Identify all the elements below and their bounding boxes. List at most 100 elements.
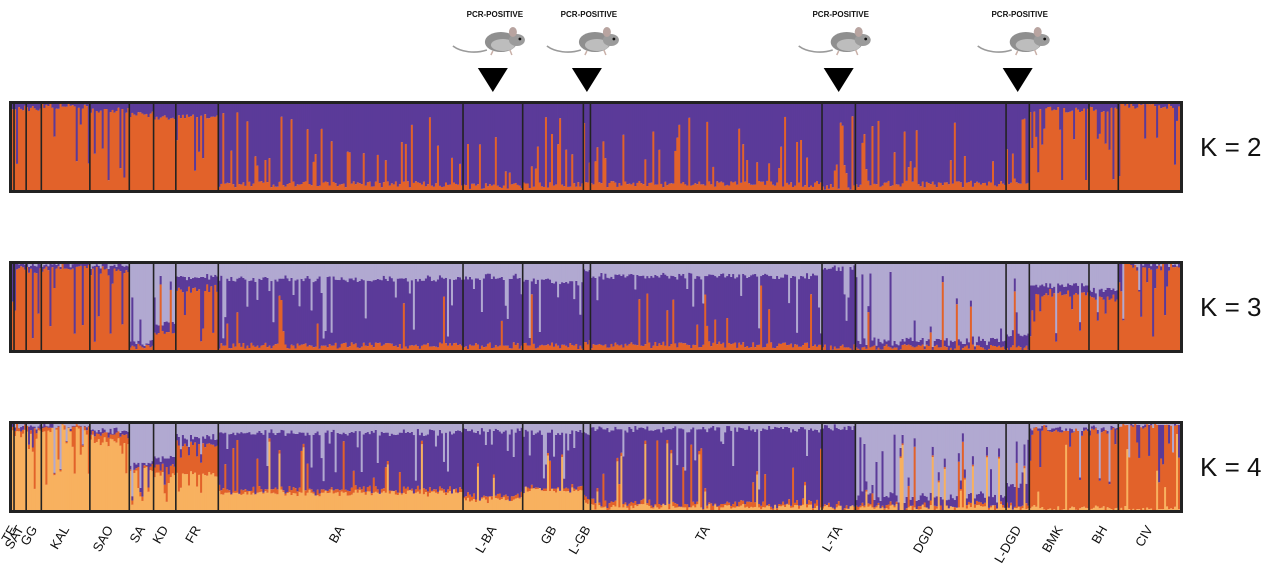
- ancestry-bar-segment: [1055, 109, 1058, 190]
- ancestry-bar-segment: [1021, 472, 1024, 506]
- ancestry-bar-segment: [716, 424, 719, 428]
- ancestry-bar-segment: [222, 433, 225, 489]
- ancestry-bar-segment: [20, 431, 23, 438]
- ancestry-bar-segment: [236, 264, 239, 279]
- ancestry-bar-segment: [873, 337, 876, 346]
- ancestry-bar-segment: [598, 276, 601, 345]
- ancestry-bar-segment: [220, 343, 223, 350]
- ancestry-bar-segment: [1102, 291, 1106, 300]
- ancestry-bar-segment: [336, 264, 340, 280]
- ancestry-bar-segment: [634, 505, 637, 510]
- ancestry-bar-segment: [107, 264, 110, 269]
- ancestry-bar-segment: [328, 276, 332, 345]
- ancestry-bar-segment: [1112, 294, 1115, 350]
- ancestry-bar-segment: [185, 424, 189, 440]
- ancestry-bar-segment: [608, 424, 611, 433]
- ancestry-bar-segment: [585, 271, 588, 343]
- ancestry-bar-segment: [185, 264, 189, 281]
- ancestry-bar-segment: [654, 342, 657, 350]
- ancestry-bar-segment: [889, 501, 892, 506]
- ancestry-bar-segment: [700, 448, 703, 508]
- ancestry-bar-segment: [841, 429, 845, 510]
- ancestry-bar-segment: [492, 184, 496, 190]
- ancestry-bar-segment: [835, 424, 839, 428]
- ancestry-bar-segment: [831, 424, 835, 431]
- ancestry-bar-segment: [624, 277, 627, 344]
- ancestry-bar-segment: [147, 462, 150, 488]
- ancestry-bar-segment: [859, 424, 862, 438]
- ancestry-bar-segment: [654, 429, 657, 505]
- ancestry-bar-segment: [220, 490, 223, 495]
- ancestry-bar-segment: [463, 498, 466, 510]
- ancestry-bar-segment: [837, 501, 841, 506]
- ancestry-bar-segment: [1065, 104, 1068, 113]
- ancestry-bar-segment: [412, 493, 416, 510]
- ancestry-bar-segment: [955, 104, 959, 182]
- ancestry-bar-segment: [1079, 112, 1082, 190]
- ancestry-bar-segment: [474, 432, 478, 500]
- ancestry-bar-segment: [440, 490, 444, 510]
- ancestry-bar-segment: [153, 467, 156, 478]
- ancestry-bar-segment: [937, 338, 941, 348]
- ancestry-bar-segment: [386, 461, 390, 465]
- ancestry-bar-segment: [734, 342, 737, 350]
- ancestry-bar-segment: [644, 264, 647, 279]
- ancestry-bar-segment: [153, 477, 156, 510]
- ancestry-bar-segment: [398, 278, 402, 345]
- ancestry-bar-segment: [368, 280, 372, 343]
- ancestry-bar-segment: [1000, 181, 1003, 190]
- ancestry-bar-segment: [678, 506, 681, 508]
- ancestry-bar-segment: [1061, 284, 1064, 296]
- ancestry-bar-segment: [512, 104, 516, 184]
- ancestry-bar-segment: [189, 471, 193, 510]
- ancestry-bar-segment: [971, 344, 975, 350]
- ancestry-bar-segment: [758, 104, 761, 182]
- ancestry-bar-segment: [155, 464, 159, 473]
- ancestry-bar-segment: [414, 424, 418, 481]
- ancestry-bar-segment: [740, 424, 743, 428]
- ancestry-bar-segment: [216, 264, 219, 277]
- ancestry-bar-segment: [1156, 104, 1159, 138]
- ancestry-bar-segment: [712, 274, 715, 343]
- ancestry-bar-segment: [965, 505, 969, 509]
- ancestry-bar-segment: [1019, 506, 1022, 510]
- ancestry-bar-segment: [306, 129, 309, 190]
- ancestry-bar-segment: [139, 424, 142, 488]
- ancestry-bar-segment: [358, 280, 362, 349]
- ancestry-bar-segment: [903, 344, 907, 350]
- ancestry-bar-segment: [386, 343, 390, 350]
- ancestry-bar-segment: [244, 279, 247, 349]
- ancestry-bar-segment: [790, 182, 793, 190]
- ancestry-bar-segment: [949, 340, 953, 348]
- ancestry-bar-segment: [498, 277, 502, 346]
- ancestry-bar-segment: [553, 491, 556, 510]
- ancestry-bar-segment: [927, 104, 931, 184]
- ancestry-bar-segment: [752, 264, 755, 275]
- ancestry-bar-segment: [614, 104, 617, 183]
- ancestry-bar-segment: [931, 446, 935, 456]
- ancestry-bar-segment: [149, 470, 152, 510]
- ancestry-bar-segment: [835, 504, 839, 508]
- ancestry-bar-segment: [998, 184, 1001, 190]
- ancestry-bar-segment: [478, 104, 482, 145]
- ancestry-bar-segment: [604, 506, 607, 510]
- ancestry-bar-segment: [788, 104, 791, 185]
- ancestry-bar-segment: [328, 104, 332, 186]
- ancestry-bar-segment: [461, 104, 464, 186]
- ancestry-bar-segment: [724, 277, 727, 348]
- ancestry-bar-segment: [708, 504, 711, 510]
- ancestry-bar-segment: [434, 492, 438, 510]
- ancestry-bar-segment: [760, 430, 763, 506]
- ancestry-bar-segment: [780, 424, 783, 427]
- ancestry-bar-segment: [812, 424, 815, 431]
- ancestry-bar-segment: [434, 446, 438, 490]
- ancestry-bar-segment: [798, 104, 801, 183]
- ancestry-bar-segment: [490, 264, 494, 279]
- ancestry-bar-segment: [925, 181, 929, 190]
- ancestry-bar-segment: [242, 264, 245, 279]
- ancestry-bar-segment: [457, 184, 460, 190]
- ancestry-bar-segment: [187, 116, 191, 190]
- ancestry-bar-segment: [482, 104, 486, 189]
- ancestry-bar-segment: [524, 429, 528, 487]
- ancestry-bar-segment: [845, 430, 848, 506]
